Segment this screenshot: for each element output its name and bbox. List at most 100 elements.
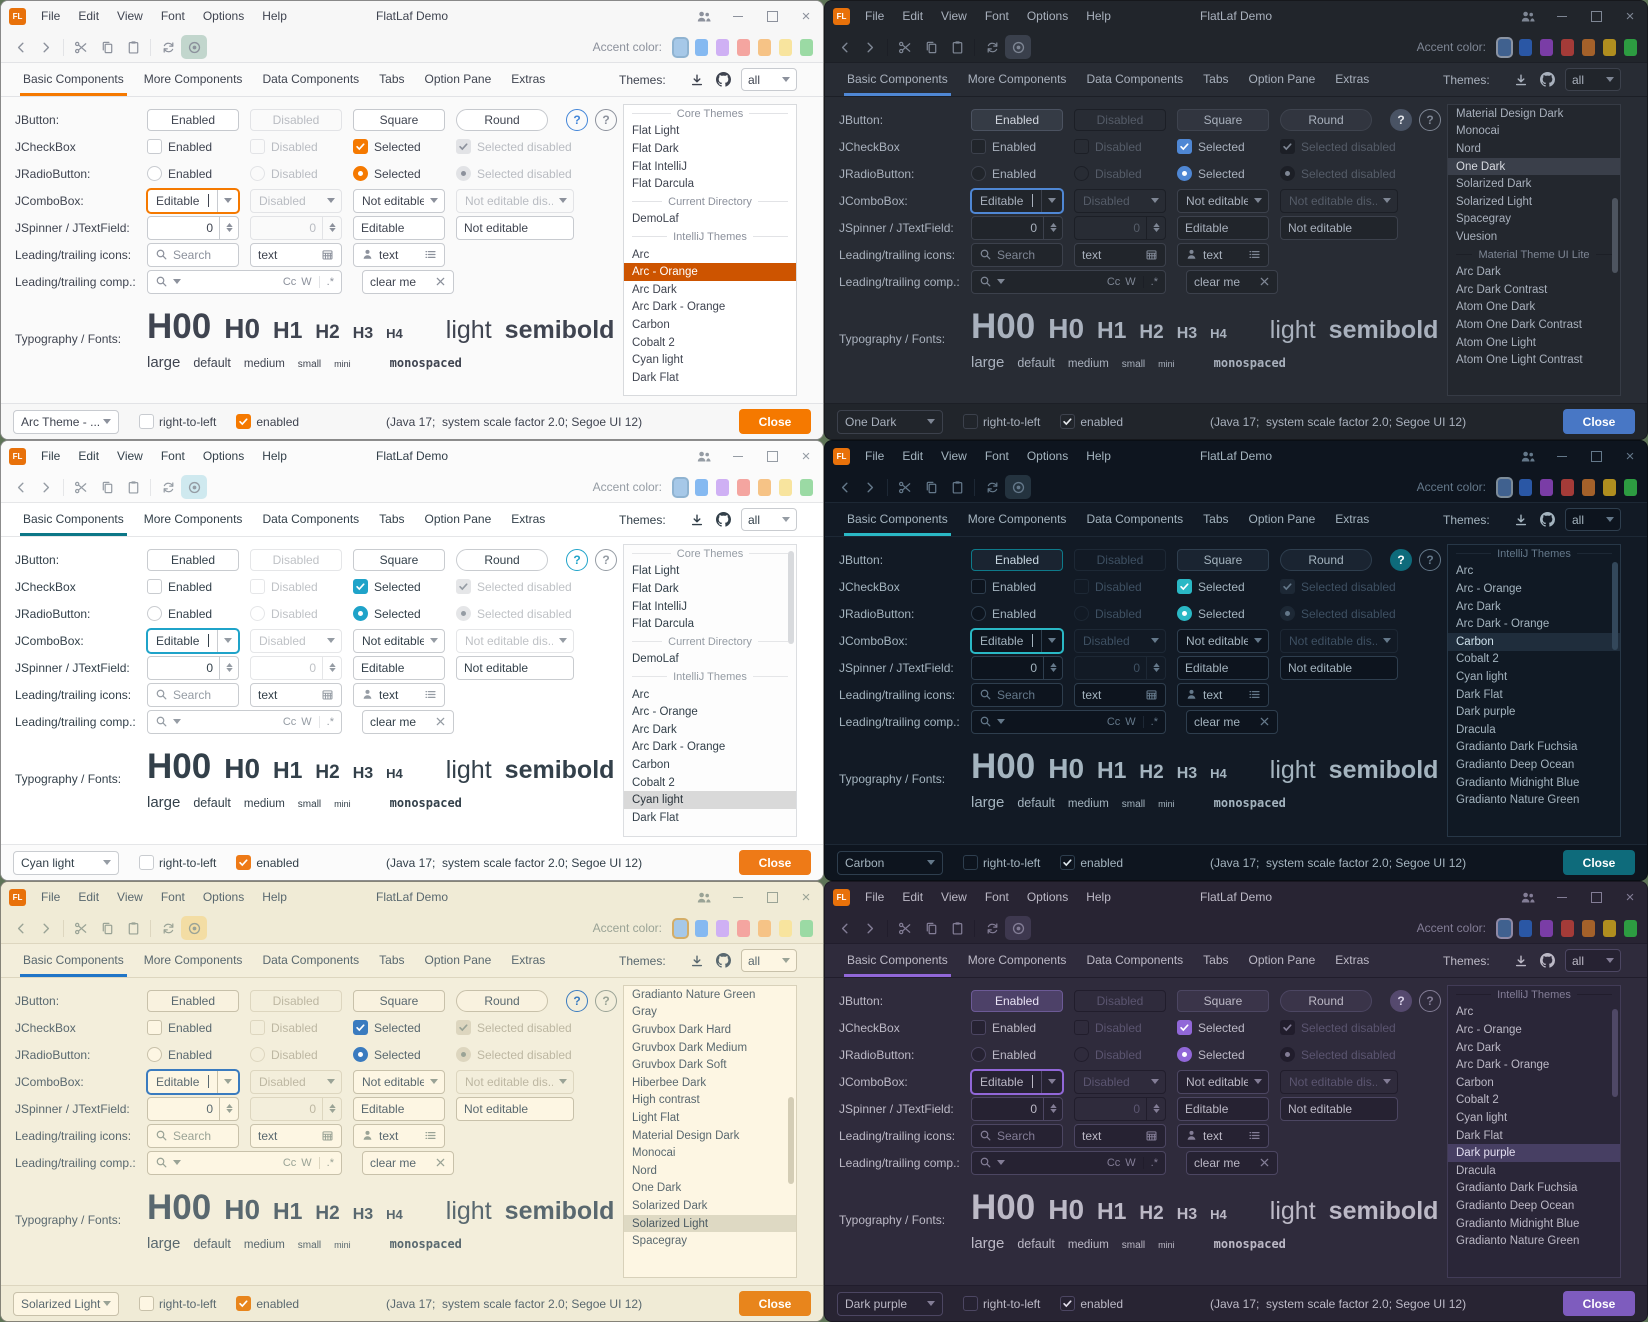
copy-button[interactable] [94,475,120,499]
match-case-button[interactable]: Cc [282,1156,297,1169]
theme-list-item[interactable]: Arc [1456,1006,1474,1019]
combobox-editable[interactable]: Editable [971,628,1063,653]
search-options-field[interactable]: Cc W .* [971,269,1166,294]
theme-combo[interactable]: Solarized Light [13,1291,119,1316]
menu-edit[interactable]: Edit [902,890,924,904]
accent-swatch-4[interactable] [1561,478,1574,496]
whole-word-button[interactable]: W [1125,715,1136,728]
enabled-checkbox-box[interactable] [1060,414,1076,429]
minimize-button[interactable] [1545,1,1579,32]
theme-list-item[interactable]: Flat Darcula [632,178,694,191]
accent-swatch-5[interactable] [1582,38,1595,56]
help-button-primary[interactable]: ? [566,108,588,131]
accent-swatch-5[interactable] [758,478,771,496]
copy-button[interactable] [918,35,944,59]
rtl-checkbox[interactable]: right-to-left [139,414,216,429]
checkbox-selected[interactable] [1177,579,1192,594]
themes-list[interactable]: Core Themes Flat Light Flat Dark Flat Intel… [623,544,797,837]
round-button[interactable]: Round [1280,989,1372,1012]
theme-list-item[interactable]: Flat IntelliJ [632,160,687,173]
theme-list-item[interactable]: Gradianto Nature Green [632,988,756,1001]
theme-list-item[interactable]: Gruvbox Dark Hard [632,1023,732,1036]
radio-selected[interactable] [1177,1047,1192,1062]
copy-button[interactable] [918,475,944,499]
menu-edit[interactable]: Edit [78,9,100,23]
paste-button[interactable] [944,916,970,940]
combobox-not-editable[interactable]: Not editable [1177,628,1269,653]
whole-word-button[interactable]: W [301,275,312,288]
theme-list-item[interactable]: Solarized Light [624,1214,796,1233]
tab-option-pane[interactable]: Option Pane [424,953,492,967]
close-button[interactable]: Close [1563,1291,1635,1316]
tab-basic-components[interactable]: Basic Components [13,63,134,96]
theme-list-item[interactable]: Hiberbee Dark [632,1076,707,1089]
theme-list-item[interactable]: Solarized Dark [632,1199,708,1212]
accent-swatch-2[interactable] [695,919,708,937]
menu-file[interactable]: File [865,890,885,904]
user-field[interactable]: text [353,242,445,267]
whole-word-button[interactable]: W [1125,1156,1136,1169]
refresh-button[interactable] [979,475,1005,499]
match-case-button[interactable]: Cc [1106,275,1121,288]
paste-button[interactable] [120,35,146,59]
theme-list-item[interactable]: Cyan light [624,791,796,809]
rtl-checkbox[interactable]: right-to-left [139,855,216,870]
theme-list-item[interactable]: Gray [632,1006,657,1019]
maximize-button[interactable] [755,441,789,472]
textfield-editable[interactable]: Editable [353,1096,445,1121]
theme-list-item[interactable]: Arc Dark [1456,600,1501,613]
enabled-button[interactable]: Enabled [971,548,1063,571]
minimize-button[interactable] [721,1,755,32]
users-button[interactable] [687,441,721,472]
theme-list-item[interactable]: Dark Flat [1456,688,1503,701]
refresh-button[interactable] [155,916,181,940]
checkbox-selected[interactable] [353,1020,368,1035]
theme-list-item[interactable]: Arc [1456,565,1474,578]
theme-list-item[interactable]: Arc [632,248,650,261]
accent-swatch-4[interactable] [1561,38,1574,56]
accent-swatch-2[interactable] [1519,38,1532,56]
menu-font[interactable]: Font [984,9,1009,23]
close-window-button[interactable]: × [789,441,823,472]
theme-list-item[interactable]: Arc Dark - Orange [632,741,726,754]
accent-swatch-6[interactable] [779,478,792,496]
radio-selected[interactable] [353,1047,368,1062]
menu-edit[interactable]: Edit [902,9,924,23]
clear-me-field[interactable]: clear me [1186,1150,1278,1175]
theme-list-item[interactable]: Dark Flat [632,811,679,824]
scrollbar-thumb[interactable] [788,1096,794,1184]
accent-swatch-4[interactable] [737,478,750,496]
menu-edit[interactable]: Edit [902,449,924,463]
minimize-button[interactable] [721,441,755,472]
menu-options[interactable]: Options [1026,890,1069,904]
tab-basic-components[interactable]: Basic Components [13,503,134,536]
theme-list-item[interactable]: One Dark [632,1182,682,1195]
scrollbar-thumb[interactable] [1612,1009,1618,1097]
accent-swatch-1[interactable] [1498,478,1511,496]
menu-font[interactable]: Font [984,890,1009,904]
cut-button[interactable] [892,916,918,940]
enabled-checkbox[interactable]: enabled [1060,1296,1123,1311]
combobox-editable[interactable]: Editable [147,1069,239,1094]
tab-tabs[interactable]: Tabs [379,953,405,967]
theme-list-item[interactable]: Arc Dark [1456,266,1501,279]
menu-options[interactable]: Options [1026,449,1069,463]
theme-list-item[interactable]: Arc Dark - Orange [1456,1059,1550,1072]
match-case-button[interactable]: Cc [1106,1156,1121,1169]
close-window-button[interactable]: × [1613,441,1647,472]
tab-data-components[interactable]: Data Components [262,953,360,967]
back-button[interactable] [831,35,857,59]
date-field[interactable]: text [1074,242,1166,267]
user-field[interactable]: text [353,682,445,707]
accent-swatch-1[interactable] [1498,919,1511,937]
minimize-button[interactable] [721,882,755,913]
theme-list-item[interactable]: Monocai [632,1147,676,1160]
show-hidden-toggle[interactable] [1005,35,1031,59]
search-options-field[interactable]: Cc W .* [147,1150,342,1175]
theme-list-item[interactable]: Gruvbox Dark Medium [632,1041,748,1054]
accent-swatch-1[interactable] [674,38,687,56]
menu-help[interactable]: Help [1086,9,1111,23]
theme-filter-combo[interactable]: all [1565,508,1621,531]
theme-list-item[interactable]: Carbon [1448,632,1620,651]
theme-filter-combo[interactable]: all [1565,949,1621,972]
